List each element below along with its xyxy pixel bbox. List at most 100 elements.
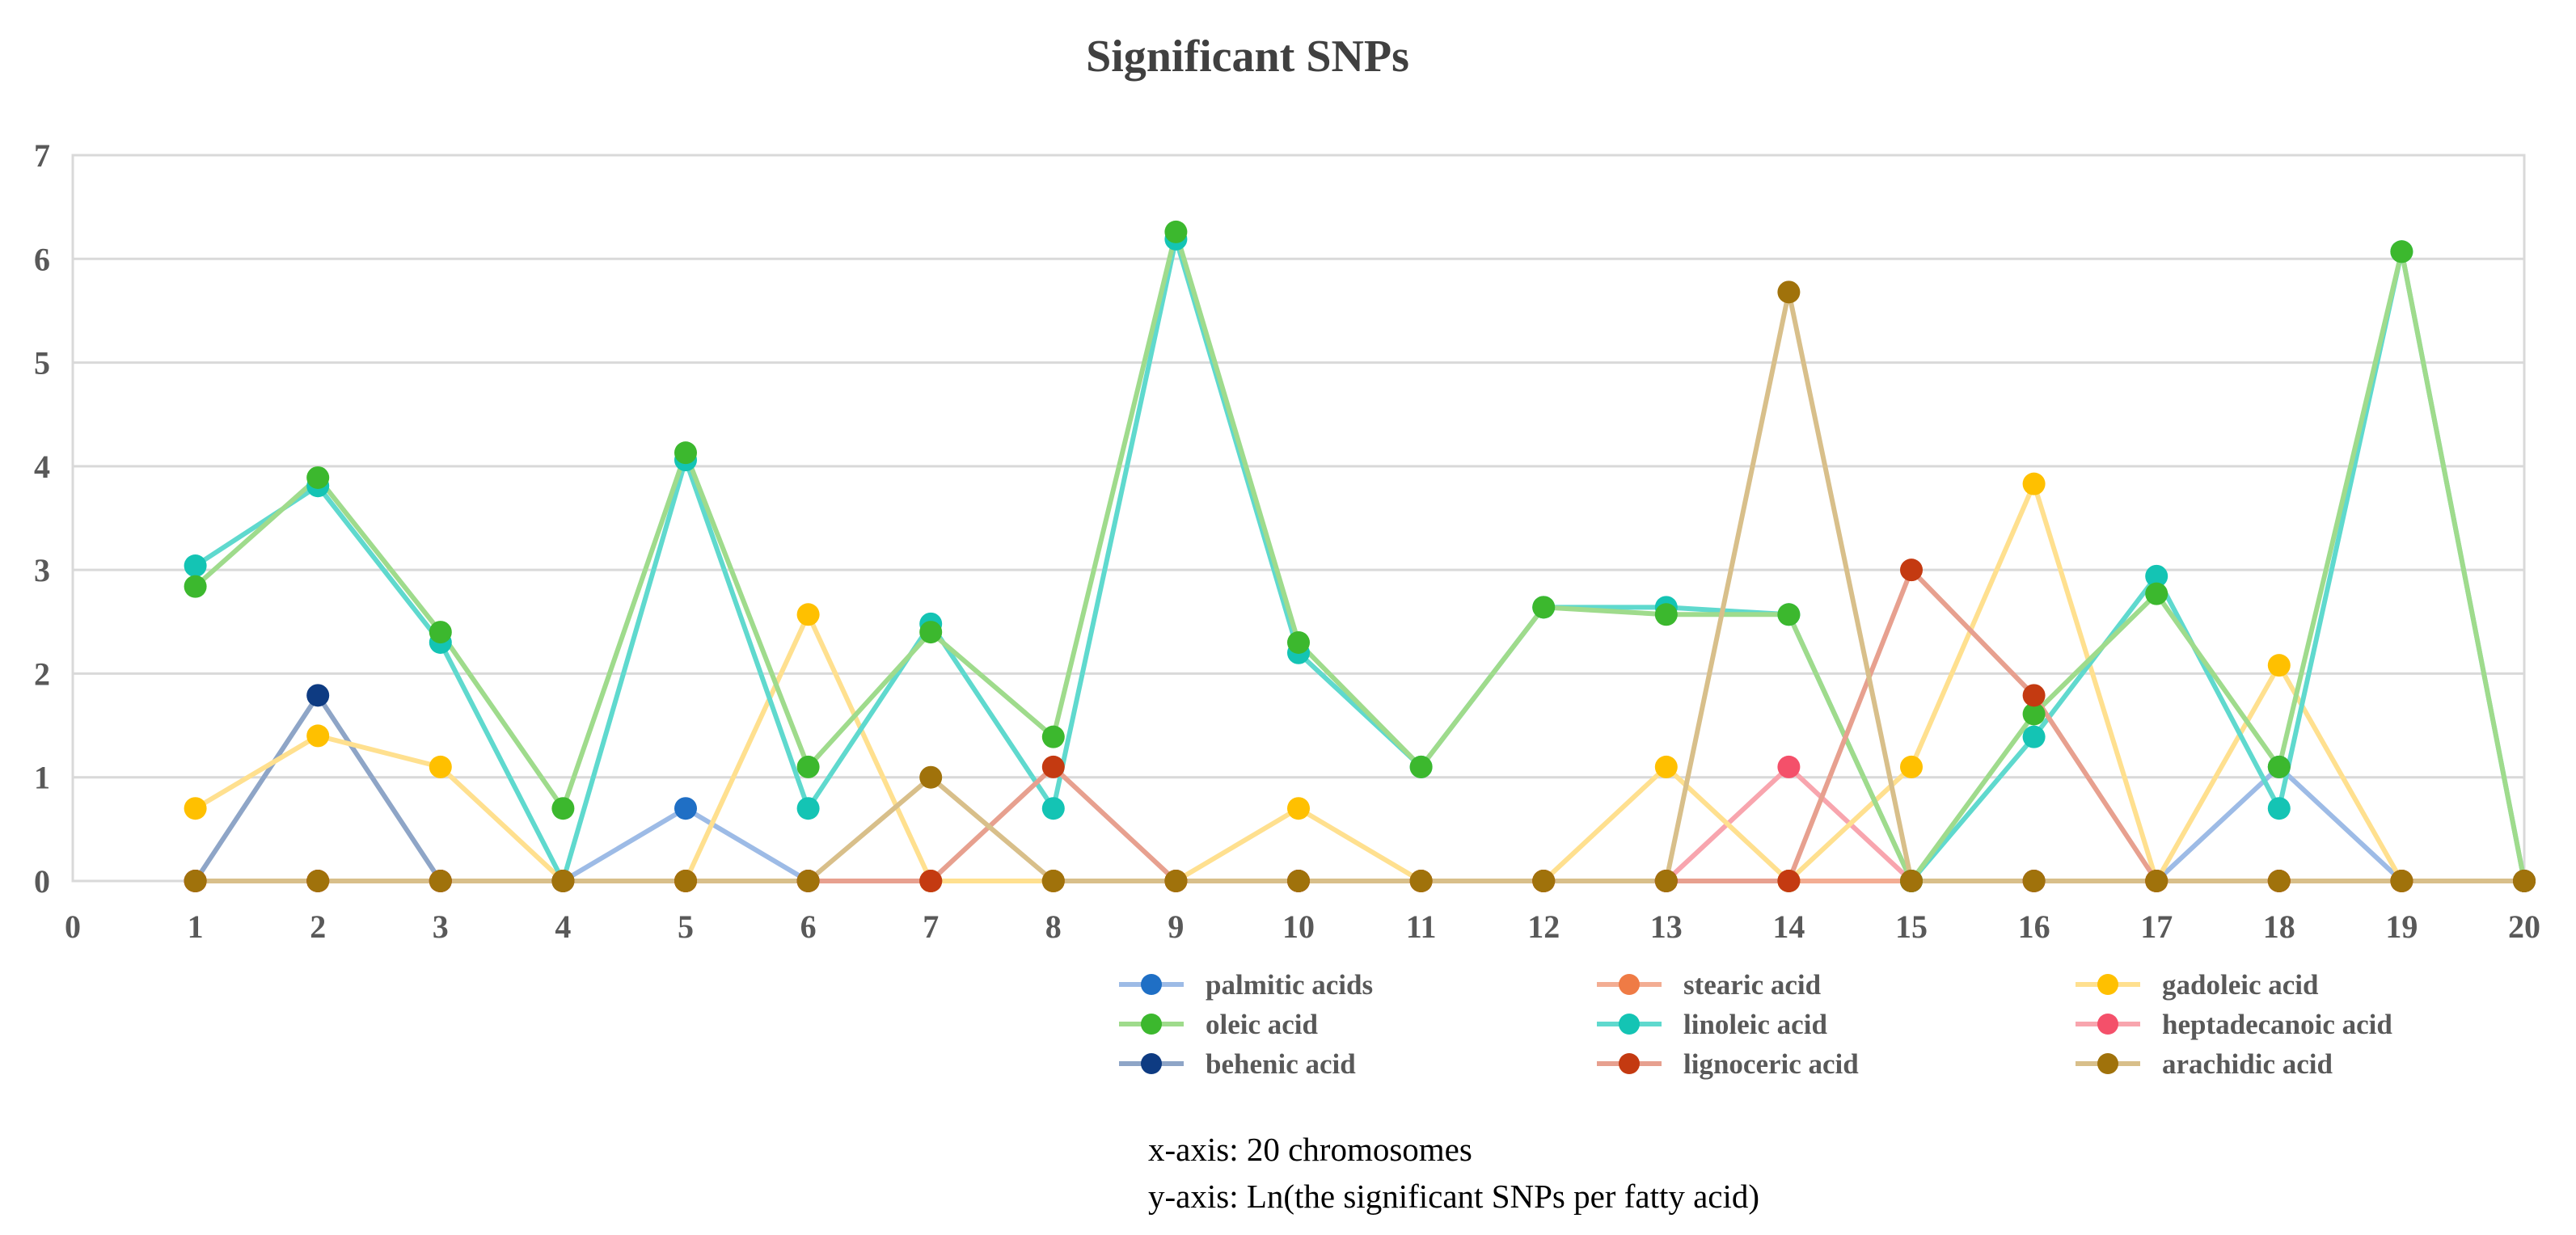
legend-marker (1141, 1014, 1162, 1035)
data-point-arachidic-acid (1041, 870, 1065, 892)
y-tick-label: 6 (34, 241, 50, 277)
data-point-gadoleic-acid (1287, 797, 1310, 820)
data-point-arachidic-acid (184, 870, 207, 892)
data-point-behenic-acid (306, 684, 330, 707)
x-tick-label: 0 (65, 908, 81, 945)
legend-item-palmitic-acids: palmitic acids (1119, 969, 1373, 1001)
data-point-gadoleic-acid (1900, 755, 1923, 778)
data-point-oleic-acid (551, 797, 575, 820)
data-point-arachidic-acid (674, 870, 697, 892)
data-point-arachidic-acid (1287, 870, 1310, 892)
legend-label: gadoleic acid (2162, 969, 2319, 1001)
legend-marker (2097, 1053, 2118, 1074)
legend-item-oleic-acid: oleic acid (1119, 1009, 1319, 1040)
x-tick-label: 13 (1650, 908, 1683, 945)
data-point-oleic-acid (1654, 603, 1678, 626)
y-tick-label: 0 (34, 863, 50, 900)
series-lines (192, 229, 2527, 883)
y-tick-label: 5 (34, 345, 50, 381)
data-point-arachidic-acid (2267, 870, 2291, 892)
data-point-palmitic-acids (674, 797, 697, 820)
x-tick-label: 16 (2018, 908, 2050, 945)
data-point-arachidic-acid (1409, 870, 1433, 892)
data-point-arachidic-acid (1532, 870, 1556, 892)
x-tick-label: 10 (1282, 908, 1315, 945)
legend-marker (2097, 1014, 2118, 1035)
legend-item-linoleic-acid: linoleic acid (1597, 1009, 1827, 1040)
data-point-arachidic-acid (2390, 870, 2413, 892)
legend-label: arachidic acid (2162, 1048, 2333, 1080)
data-point-oleic-acid (1409, 755, 1433, 778)
x-axis-note: x-axis: 20 chromosomes (1148, 1131, 1472, 1168)
legend-marker (2097, 974, 2118, 995)
data-point-arachidic-acid (1777, 280, 1801, 304)
y-tick-label: 3 (34, 552, 50, 588)
data-point-gadoleic-acid (2022, 472, 2046, 495)
data-point-linoleic-acid (1041, 797, 1065, 820)
data-point-oleic-acid (306, 466, 330, 489)
x-tick-label: 12 (1527, 908, 1560, 945)
x-tick-label: 19 (2385, 908, 2418, 945)
data-point-gadoleic-acid (1654, 755, 1678, 778)
legend-label: behenic acid (1206, 1048, 1356, 1080)
data-point-oleic-acid (1532, 596, 1556, 619)
x-tick-label: 3 (433, 908, 449, 945)
data-point-arachidic-acid (1164, 870, 1188, 892)
x-tick-label: 17 (2140, 908, 2173, 945)
data-point-arachidic-acid (551, 870, 575, 892)
data-point-arachidic-acid (429, 870, 452, 892)
legend-label: oleic acid (1206, 1009, 1319, 1040)
legend-item-arachidic-acid: arachidic acid (2076, 1048, 2333, 1080)
data-point-lignoceric-acid (1900, 558, 1923, 582)
data-point-arachidic-acid (2145, 870, 2168, 892)
x-tick-label: 6 (800, 908, 817, 945)
data-point-arachidic-acid (919, 765, 943, 789)
data-point-oleic-acid (2145, 582, 2168, 605)
data-point-lignoceric-acid (2022, 684, 2046, 707)
y-tick-label: 4 (34, 449, 50, 485)
data-point-oleic-acid (184, 575, 207, 598)
data-point-gadoleic-acid (306, 724, 330, 748)
data-point-linoleic-acid (2022, 725, 2046, 748)
y-tick-label: 1 (34, 760, 50, 796)
x-tick-label: 18 (2263, 908, 2295, 945)
data-point-arachidic-acid (306, 870, 330, 892)
x-tick-label: 9 (1168, 908, 1184, 945)
data-point-arachidic-acid (2022, 870, 2046, 892)
data-point-oleic-acid (2022, 702, 2046, 726)
x-tick-label: 14 (1772, 908, 1805, 945)
data-point-oleic-acid (1041, 725, 1065, 748)
data-point-oleic-acid (2390, 240, 2413, 263)
data-point-lignoceric-acid (1041, 755, 1065, 778)
legend-label: stearic acid (1683, 969, 1822, 1001)
data-point-linoleic-acid (796, 797, 820, 820)
data-point-oleic-acid (429, 621, 452, 644)
data-point-linoleic-acid (184, 554, 207, 578)
series-line-oleic-acid (192, 229, 2527, 883)
data-point-gadoleic-acid (429, 755, 452, 778)
data-point-heptadecanoic-acid (1777, 755, 1801, 778)
legend-item-heptadecanoic-acid: heptadecanoic acid (2076, 1009, 2392, 1040)
x-tick-label: 2 (310, 908, 326, 945)
data-point-oleic-acid (796, 755, 820, 778)
x-tick-label: 1 (188, 908, 204, 945)
data-point-lignoceric-acid (1777, 870, 1801, 892)
gridlines (73, 257, 2524, 779)
data-point-linoleic-acid (2145, 564, 2168, 588)
chart-title: Significant SNPs (1086, 32, 1409, 82)
legend-item-behenic-acid: behenic acid (1119, 1048, 1356, 1080)
legend-label: heptadecanoic acid (2162, 1009, 2392, 1040)
x-tick-label: 15 (1895, 908, 1928, 945)
y-tick-label: 2 (34, 655, 50, 692)
legend-item-lignoceric-acid: lignoceric acid (1597, 1048, 1859, 1080)
data-point-arachidic-acid (1900, 870, 1923, 892)
series-line-arachidic-acid (192, 289, 2527, 883)
x-tick-label: 11 (1406, 908, 1437, 945)
data-point-oleic-acid (1287, 630, 1310, 654)
data-point-lignoceric-acid (919, 870, 943, 892)
data-point-gadoleic-acid (184, 797, 207, 820)
legend-marker (1141, 1053, 1162, 1074)
x-tick-label: 8 (1045, 908, 1062, 945)
data-point-gadoleic-acid (796, 603, 820, 626)
data-point-oleic-acid (1164, 220, 1188, 243)
